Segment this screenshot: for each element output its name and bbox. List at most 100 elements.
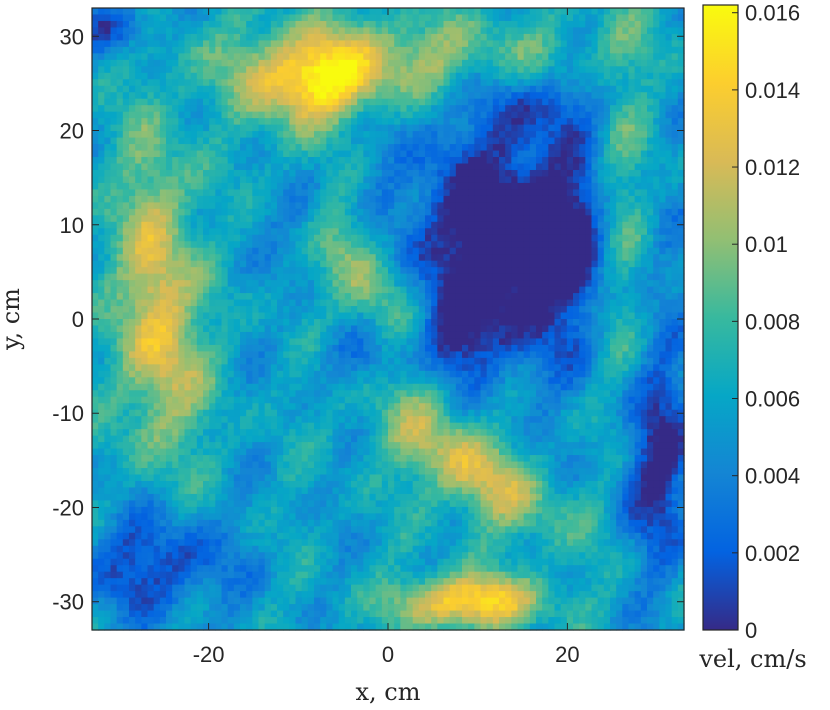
heatmap-cell — [221, 228, 229, 236]
heatmap-cell — [122, 40, 130, 48]
heatmap-cell — [536, 208, 543, 216]
heatmap-cell — [677, 150, 685, 158]
heatmap-cell — [147, 195, 155, 203]
heatmap-cell — [190, 195, 198, 203]
heatmap-cell — [610, 111, 617, 119]
heatmap-cell — [671, 280, 679, 288]
heatmap-cell — [499, 306, 506, 314]
heatmap-cell — [634, 306, 642, 314]
heatmap-cell — [437, 131, 445, 139]
heatmap-cell — [129, 260, 136, 268]
heatmap-cell — [357, 234, 364, 242]
heatmap-cell — [135, 202, 142, 210]
heatmap-cell — [147, 208, 155, 216]
heatmap-cell — [166, 319, 173, 327]
heatmap-cell — [492, 325, 500, 333]
heatmap-cell — [579, 46, 586, 54]
heatmap-cell — [270, 72, 278, 80]
heatmap-cell — [677, 182, 685, 191]
heatmap-cell — [135, 144, 142, 152]
heatmap-cell — [301, 267, 309, 275]
heatmap-cell — [425, 163, 432, 171]
heatmap-cell — [122, 215, 130, 223]
heatmap-cell — [388, 176, 395, 184]
heatmap-cell — [240, 247, 247, 255]
heatmap-cell — [468, 176, 475, 184]
heatmap-cell — [431, 247, 438, 255]
heatmap-cell — [542, 176, 549, 184]
heatmap-cell — [289, 85, 297, 93]
heatmap-cell — [166, 27, 173, 35]
heatmap-cell — [307, 98, 315, 106]
heatmap-cell — [677, 131, 685, 139]
heatmap-cell — [166, 131, 173, 139]
heatmap-cell — [665, 72, 673, 80]
heatmap-cell — [492, 92, 500, 100]
heatmap-cell — [227, 325, 235, 333]
heatmap-cell — [505, 241, 512, 249]
heatmap-cell — [622, 331, 630, 340]
heatmap-cell — [412, 319, 420, 327]
heatmap-cell — [98, 247, 105, 255]
heatmap-cell — [499, 234, 506, 242]
heatmap-cell — [381, 72, 389, 80]
heatmap-cell — [283, 105, 290, 113]
heatmap-cell — [486, 163, 494, 171]
heatmap-cell — [468, 273, 475, 281]
heatmap-cell — [116, 144, 124, 152]
heatmap-cell — [628, 221, 636, 229]
heatmap-cell — [462, 33, 469, 41]
heatmap-cell — [388, 111, 395, 119]
heatmap-cell — [141, 111, 149, 119]
heatmap-cell — [517, 176, 525, 184]
heatmap-cell — [357, 182, 364, 191]
heatmap-cell — [659, 27, 667, 35]
heatmap-cell — [98, 306, 105, 314]
heatmap-cell — [499, 98, 506, 106]
heatmap-cell — [579, 150, 586, 158]
heatmap-cell — [246, 79, 253, 87]
heatmap-cell — [135, 85, 142, 93]
heatmap-cell — [92, 46, 99, 54]
heatmap-cell — [351, 124, 358, 132]
heatmap-cell — [542, 157, 549, 165]
heatmap-cell — [252, 208, 260, 216]
heatmap-cell — [184, 189, 192, 197]
heatmap-cell — [418, 182, 426, 191]
heatmap-cell — [677, 85, 685, 93]
heatmap-cell — [110, 33, 118, 41]
heatmap-cell — [603, 157, 611, 165]
heatmap-cell — [283, 306, 290, 314]
heatmap-cell — [579, 169, 586, 178]
heatmap-cell — [233, 33, 241, 41]
heatmap-cell — [98, 111, 105, 119]
heatmap-cell — [640, 92, 648, 100]
heatmap-cell — [468, 189, 475, 197]
heatmap-cell — [332, 14, 340, 22]
heatmap-cell — [468, 260, 475, 268]
heatmap-cell — [344, 79, 352, 87]
heatmap-cell — [338, 105, 346, 113]
heatmap-cell — [573, 40, 580, 48]
heatmap-cell — [529, 286, 537, 294]
heatmap-cell — [141, 331, 149, 340]
heatmap-cell — [326, 189, 334, 197]
heatmap-cell — [295, 331, 303, 340]
heatmap-cell — [523, 280, 531, 288]
heatmap-cell — [634, 331, 642, 340]
heatmap-cell — [529, 53, 537, 61]
heatmap-cell — [455, 215, 463, 223]
heatmap-cell — [221, 137, 229, 145]
heatmap-cell — [486, 79, 494, 87]
heatmap-cell — [344, 182, 352, 191]
heatmap-cell — [129, 286, 136, 294]
heatmap-cell — [283, 40, 290, 48]
heatmap-cell — [573, 137, 580, 145]
heatmap-cell — [523, 137, 531, 145]
heatmap-cell — [443, 59, 451, 67]
heatmap-cell — [474, 59, 482, 67]
heatmap-cell — [221, 215, 229, 223]
heatmap-cell — [98, 33, 105, 41]
heatmap-cell — [233, 273, 241, 281]
heatmap-cell — [159, 85, 167, 93]
